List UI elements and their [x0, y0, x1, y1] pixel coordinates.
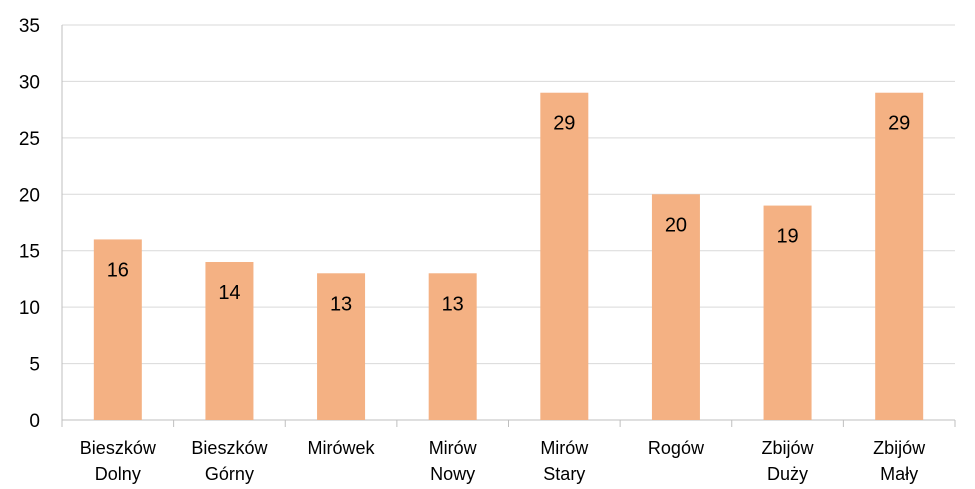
data-label: 13	[330, 293, 352, 315]
x-category-label-line: Zbijów	[873, 438, 926, 458]
x-category-label-line: Mirów	[429, 438, 478, 458]
x-category-label: Bieszków Dolny	[80, 438, 157, 484]
y-tick-label: 20	[19, 185, 40, 206]
bar	[540, 92, 589, 420]
x-category-label-line: Dolny	[95, 464, 141, 484]
x-category-label-line: Zbijów	[762, 438, 815, 458]
x-category-label: Rogów	[648, 438, 705, 458]
x-category-label-line: Mirówek	[308, 438, 376, 458]
x-category-label: Zbijów Duży	[762, 438, 815, 484]
y-tick-label: 30	[19, 72, 40, 93]
x-category-label-line: Rogów	[648, 438, 705, 458]
y-tick-label: 15	[19, 242, 40, 263]
x-category-label: Mirów Stary	[540, 438, 589, 484]
x-category-label-line: Mały	[880, 464, 918, 484]
y-tick-label: 35	[19, 16, 40, 37]
x-category-label-line: Duży	[767, 464, 808, 484]
data-label: 13	[442, 293, 464, 315]
data-label: 20	[665, 214, 687, 236]
bar	[651, 194, 700, 420]
y-tick-label: 10	[19, 298, 40, 319]
data-label: 19	[776, 226, 798, 248]
x-category-label: Mirów Nowy	[429, 438, 478, 484]
bar	[317, 273, 366, 420]
x-category-label-line: Bieszków	[80, 438, 157, 458]
data-label: 16	[107, 259, 129, 281]
y-tick-label: 0	[29, 411, 40, 432]
bar	[428, 273, 477, 420]
gridlines	[62, 24, 955, 365]
x-category-label-line: Mirów	[540, 438, 589, 458]
bar	[875, 92, 924, 420]
y-tick-label: 5	[29, 355, 40, 376]
data-label: 14	[218, 282, 240, 304]
x-category-label-line: Górny	[205, 464, 254, 484]
data-label: 29	[553, 113, 575, 135]
labels: 0 5 10 15 20 25 30 35 16 Bieszków Dolny 14 Bieszków G…	[19, 16, 926, 484]
x-category-label: Zbijów Mały	[873, 438, 926, 484]
x-category-label: Bieszków Górny	[191, 438, 268, 484]
bar	[763, 205, 812, 420]
data-label: 29	[888, 113, 910, 135]
axes	[61, 25, 956, 427]
x-category-label-line: Bieszków	[191, 438, 268, 458]
x-category-label-line: Nowy	[430, 464, 475, 484]
y-tick-label: 25	[19, 129, 40, 150]
bar	[205, 262, 254, 420]
x-category-label-line: Stary	[543, 464, 585, 484]
bars	[93, 92, 924, 420]
x-category-label: Mirówek	[308, 438, 376, 458]
bar	[93, 239, 142, 420]
